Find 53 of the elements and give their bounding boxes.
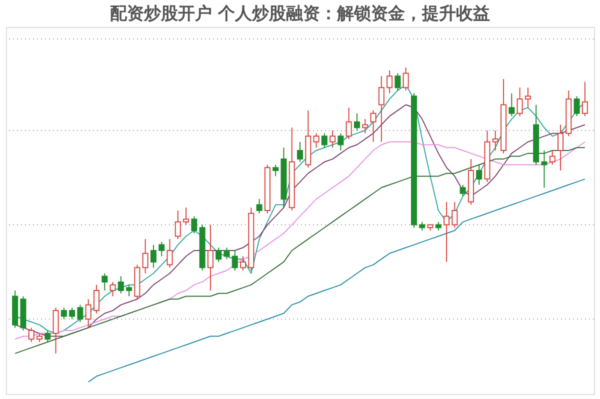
candlestick bbox=[378, 76, 384, 142]
candlestick bbox=[549, 150, 556, 166]
candlestick bbox=[541, 150, 548, 188]
candlestick bbox=[321, 132, 328, 148]
candlestick bbox=[77, 304, 84, 322]
candlestick bbox=[224, 247, 230, 260]
candlestick bbox=[516, 87, 523, 117]
candlestick bbox=[297, 141, 303, 162]
candlestick bbox=[346, 107, 352, 140]
candlestick bbox=[444, 201, 450, 262]
candlestick bbox=[272, 164, 279, 177]
candlestick bbox=[460, 184, 466, 197]
candlestick bbox=[174, 210, 181, 240]
candlestick bbox=[362, 118, 368, 134]
chart-title: 配资炒股开户 个人炒股融资：解锁资金，提升收益 bbox=[110, 4, 490, 24]
candlestick bbox=[126, 284, 132, 297]
candlestick bbox=[240, 256, 246, 272]
candlestick bbox=[524, 87, 531, 108]
candlestick bbox=[313, 132, 320, 148]
candlestick bbox=[60, 307, 67, 320]
candlestick bbox=[150, 244, 156, 268]
candlestick bbox=[558, 124, 564, 171]
candlestick bbox=[118, 276, 124, 294]
candlestick bbox=[69, 307, 76, 320]
candlestick bbox=[338, 132, 344, 151]
candlestick bbox=[110, 281, 116, 297]
candlestick bbox=[354, 112, 360, 131]
candlestick bbox=[492, 130, 498, 151]
candlestick bbox=[386, 70, 393, 94]
candlestick bbox=[330, 130, 336, 148]
candlestick bbox=[582, 81, 588, 117]
candlestick bbox=[574, 96, 580, 117]
candlestick bbox=[158, 241, 165, 257]
candlestick bbox=[85, 298, 92, 328]
candlestick bbox=[207, 224, 214, 292]
candlestick bbox=[232, 250, 238, 272]
candlestick bbox=[402, 67, 409, 91]
candlestick bbox=[183, 207, 190, 226]
candlestick bbox=[93, 284, 100, 314]
candlestick bbox=[476, 164, 482, 186]
candlestick bbox=[508, 92, 515, 117]
candlestick bbox=[256, 198, 262, 214]
candlestick bbox=[370, 110, 376, 142]
candlestick bbox=[44, 330, 51, 342]
candlestick bbox=[394, 72, 401, 91]
candlestick bbox=[191, 216, 198, 234]
candlestick bbox=[142, 238, 148, 274]
candlestick bbox=[52, 307, 59, 354]
candlestick bbox=[452, 201, 458, 228]
candlestick bbox=[102, 272, 108, 292]
candlestick bbox=[166, 238, 173, 268]
candlestick bbox=[28, 327, 34, 342]
candlestick bbox=[216, 247, 222, 262]
